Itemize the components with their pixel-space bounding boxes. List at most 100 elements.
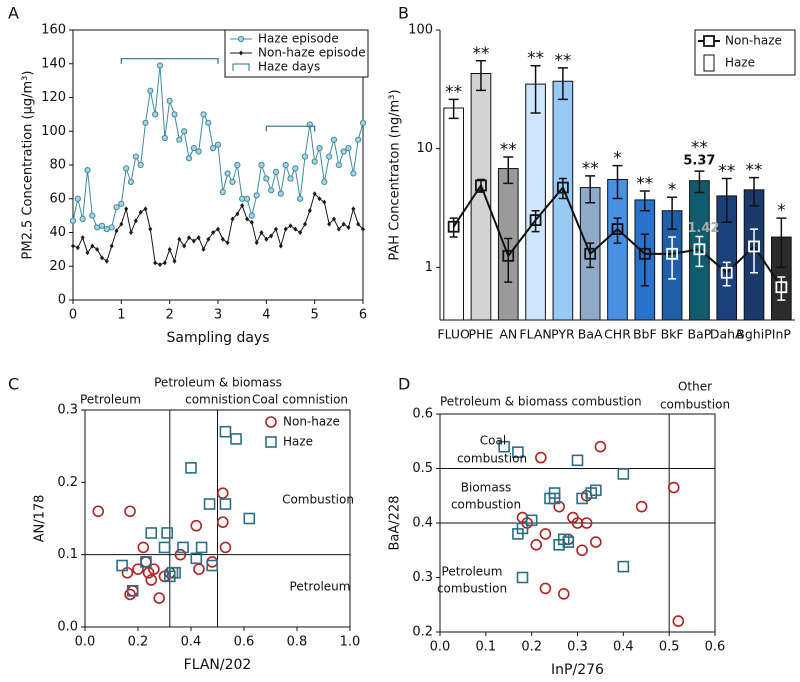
point (269, 233, 274, 239)
point (142, 119, 149, 126)
point (153, 260, 158, 266)
x-tick-label: 1.0 (340, 635, 361, 650)
point (177, 236, 182, 242)
point (182, 243, 187, 249)
point (272, 168, 280, 175)
point (124, 206, 129, 212)
point (748, 240, 760, 253)
x-tick-label: 0.8 (287, 635, 308, 650)
annotation: Petroleum & biomass (154, 376, 282, 390)
y-axis-label: BaA/228 (388, 496, 403, 551)
point (195, 541, 208, 554)
point (548, 487, 561, 499)
point (516, 571, 529, 584)
point (230, 216, 235, 222)
point (210, 145, 217, 152)
annotation: Petroleum (290, 580, 351, 594)
point (90, 243, 95, 249)
point (205, 119, 212, 126)
point (143, 206, 148, 212)
point (92, 505, 105, 518)
point (166, 566, 179, 579)
legend-swatch (703, 54, 715, 72)
bar (607, 178, 628, 321)
point (219, 498, 232, 510)
x-tick-label: DahA (710, 327, 744, 342)
point (100, 255, 104, 261)
legend-label: Haze (725, 56, 755, 70)
haze-days-bracket (265, 125, 316, 132)
point (245, 216, 249, 222)
x-tick-label: 5 (311, 308, 319, 323)
point (447, 220, 460, 233)
point (303, 221, 307, 227)
point (332, 216, 336, 222)
point (693, 243, 706, 256)
point (539, 528, 552, 540)
y-tick-label: 100 (41, 124, 66, 139)
annotation: Petroleum (80, 393, 141, 407)
point (190, 519, 203, 532)
legend-marker (265, 416, 277, 428)
point (156, 62, 164, 69)
point (775, 281, 788, 294)
point (193, 563, 205, 575)
point (219, 188, 226, 196)
point (327, 221, 332, 227)
point (196, 235, 201, 241)
error-bar (776, 217, 787, 269)
x-tick-label: FLAN (519, 327, 551, 342)
point (254, 240, 259, 246)
point (345, 145, 352, 152)
significance: ** (718, 162, 735, 182)
significance: * (668, 180, 677, 200)
point (153, 592, 165, 604)
y-tick-label: 120 (41, 90, 66, 105)
point (326, 153, 333, 160)
significance: ** (500, 140, 517, 160)
legend-bracket (232, 63, 250, 71)
y-tick-label: 0.6 (412, 407, 433, 422)
point (113, 204, 120, 211)
point (268, 187, 275, 194)
point (104, 258, 109, 264)
point (571, 517, 584, 529)
point (330, 136, 338, 143)
x-tick-label: 0.0 (430, 640, 451, 655)
error-bar (695, 235, 704, 268)
point (311, 158, 318, 165)
error-bar (640, 233, 649, 287)
significance: * (777, 201, 786, 221)
y-tick-label: 0.2 (412, 625, 433, 640)
point (355, 136, 362, 143)
point (230, 433, 242, 445)
point (89, 212, 96, 219)
significance: ** (445, 82, 462, 102)
legend-label: Non-haze episode (258, 46, 366, 60)
point (611, 223, 624, 236)
x-tick-label: FLUO (437, 327, 470, 342)
point (158, 262, 162, 268)
x-tick-label: 2 (166, 308, 174, 323)
point (148, 563, 160, 575)
point (248, 212, 255, 219)
point (292, 165, 299, 172)
point (171, 111, 178, 118)
point (132, 153, 139, 160)
x-tick-label: 0.6 (705, 640, 726, 655)
point (140, 556, 152, 568)
panel-label: A (8, 4, 19, 23)
point (278, 243, 283, 249)
point (282, 161, 289, 169)
point (167, 246, 172, 252)
point (220, 236, 225, 242)
point (316, 145, 323, 152)
point (638, 247, 651, 260)
point (283, 226, 288, 232)
point (475, 179, 487, 192)
point (69, 217, 77, 224)
point (74, 195, 81, 202)
bar (525, 83, 546, 321)
point (336, 226, 341, 232)
error-bar (721, 177, 732, 223)
